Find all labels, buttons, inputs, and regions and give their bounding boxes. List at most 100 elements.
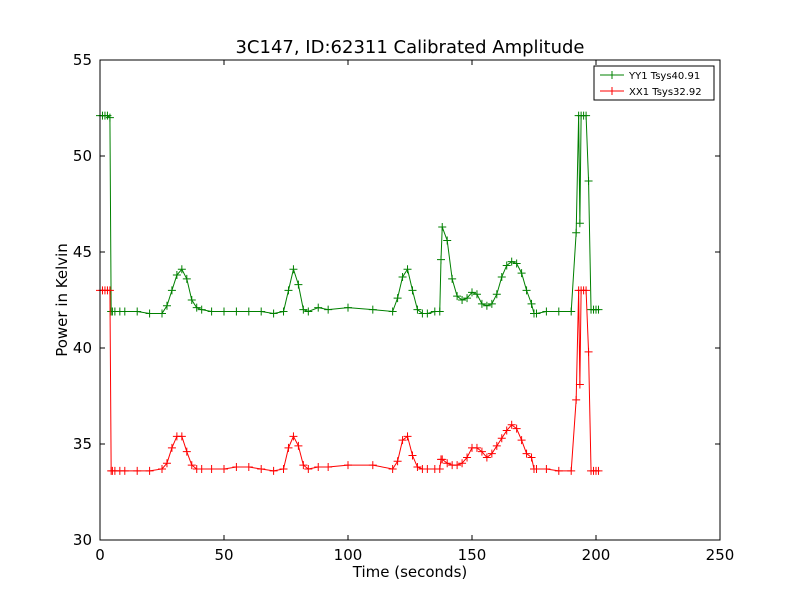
data-point-marker xyxy=(304,464,313,473)
series-2 xyxy=(96,286,603,475)
data-point-marker xyxy=(187,461,196,470)
data-point-marker xyxy=(398,436,407,445)
data-point-marker xyxy=(532,464,541,473)
plot-area xyxy=(96,111,603,475)
data-point-marker xyxy=(482,453,491,462)
data-point-marker xyxy=(502,261,511,270)
data-point-marker xyxy=(120,466,129,475)
data-point-marker xyxy=(477,299,486,308)
legend: YY1 Tsys40.91 XX1 Tsys32.92 xyxy=(593,65,715,101)
chart-title: 3C147, ID:62311 Calibrated Amplitude xyxy=(235,37,584,58)
data-point-marker xyxy=(438,455,447,464)
data-point-marker xyxy=(468,288,476,297)
data-point-marker xyxy=(582,286,591,295)
data-point-marker xyxy=(393,294,402,303)
data-point-marker xyxy=(408,451,417,460)
data-point-marker xyxy=(368,461,377,470)
data-point-marker xyxy=(437,255,445,264)
x-tick-label: 200 xyxy=(582,546,611,564)
data-point-marker xyxy=(423,309,432,318)
legend-label: XX1 Tsys32.92 xyxy=(629,87,702,98)
data-point-marker xyxy=(299,305,308,314)
data-point-marker xyxy=(448,274,457,283)
data-point-marker xyxy=(182,447,191,456)
data-point-marker xyxy=(403,432,412,441)
data-point-marker xyxy=(594,466,603,475)
data-point-marker xyxy=(158,464,166,473)
data-point-marker xyxy=(324,463,333,472)
data-point-marker xyxy=(542,464,551,473)
data-point-marker xyxy=(527,299,536,308)
y-tick-label: 40 xyxy=(73,339,92,357)
data-point-marker xyxy=(145,309,154,318)
data-point-marker xyxy=(244,307,253,316)
data-point-marker xyxy=(220,464,228,473)
legend-box xyxy=(593,65,715,101)
data-point-marker xyxy=(388,464,397,473)
data-point-marker xyxy=(463,453,472,462)
data-point-marker xyxy=(497,434,506,443)
data-point-marker xyxy=(368,305,377,314)
data-point-marker xyxy=(398,272,407,281)
data-point-marker xyxy=(269,309,278,318)
data-point-marker xyxy=(408,286,417,295)
data-point-marker xyxy=(492,290,501,299)
series-line xyxy=(100,289,599,472)
data-point-marker xyxy=(294,280,303,289)
data-point-marker xyxy=(284,443,293,452)
data-point-marker xyxy=(527,453,536,462)
data-point-marker xyxy=(220,307,228,316)
data-point-marker xyxy=(572,228,581,237)
data-point-marker xyxy=(289,432,298,441)
data-point-marker xyxy=(502,426,511,435)
x-axis-label: Time (seconds) xyxy=(352,563,468,581)
data-point-marker xyxy=(413,305,422,314)
data-point-marker xyxy=(532,309,541,318)
y-tick-label: 55 xyxy=(73,51,92,69)
data-point-marker xyxy=(162,301,171,310)
data-point-marker xyxy=(324,305,333,314)
data-point-marker xyxy=(507,257,516,266)
data-point-marker xyxy=(572,395,581,404)
data-point-marker xyxy=(472,443,481,452)
x-tick-label: 150 xyxy=(458,546,487,564)
data-point-marker xyxy=(299,461,308,470)
data-point-marker xyxy=(575,219,584,228)
data-point-marker xyxy=(584,347,593,356)
x-tick-label: 50 xyxy=(214,546,233,564)
data-point-marker xyxy=(522,286,531,295)
data-point-marker xyxy=(463,294,472,303)
data-point-marker xyxy=(507,420,516,429)
data-point-marker xyxy=(133,466,142,475)
data-point-marker xyxy=(182,274,191,283)
data-point-marker xyxy=(257,464,266,473)
data-point-marker xyxy=(207,307,216,316)
data-point-marker xyxy=(453,461,462,470)
data-point-marker xyxy=(232,307,241,316)
legend-marker xyxy=(608,71,616,79)
data-point-marker xyxy=(177,265,186,274)
data-point-marker xyxy=(197,305,206,314)
data-point-marker xyxy=(279,464,288,473)
data-point-marker xyxy=(512,424,521,433)
data-point-marker xyxy=(472,290,481,299)
data-point-marker xyxy=(284,286,293,295)
data-point-marker xyxy=(512,259,521,268)
data-point-marker xyxy=(304,307,313,316)
x-tick-label: 100 xyxy=(334,546,363,564)
data-point-marker xyxy=(167,443,176,452)
data-point-marker xyxy=(187,296,196,304)
data-point-marker xyxy=(244,463,253,472)
data-point-marker xyxy=(393,457,402,466)
data-point-marker xyxy=(257,307,266,316)
y-tick-label: 30 xyxy=(73,531,92,549)
series-line xyxy=(100,115,599,314)
y-tick-label: 45 xyxy=(73,243,92,261)
data-point-marker xyxy=(453,292,462,301)
plot-frame xyxy=(99,59,721,541)
data-point-marker xyxy=(435,464,444,473)
data-point-marker xyxy=(443,459,452,468)
data-point-marker xyxy=(575,380,584,389)
data-point-marker xyxy=(517,436,526,445)
